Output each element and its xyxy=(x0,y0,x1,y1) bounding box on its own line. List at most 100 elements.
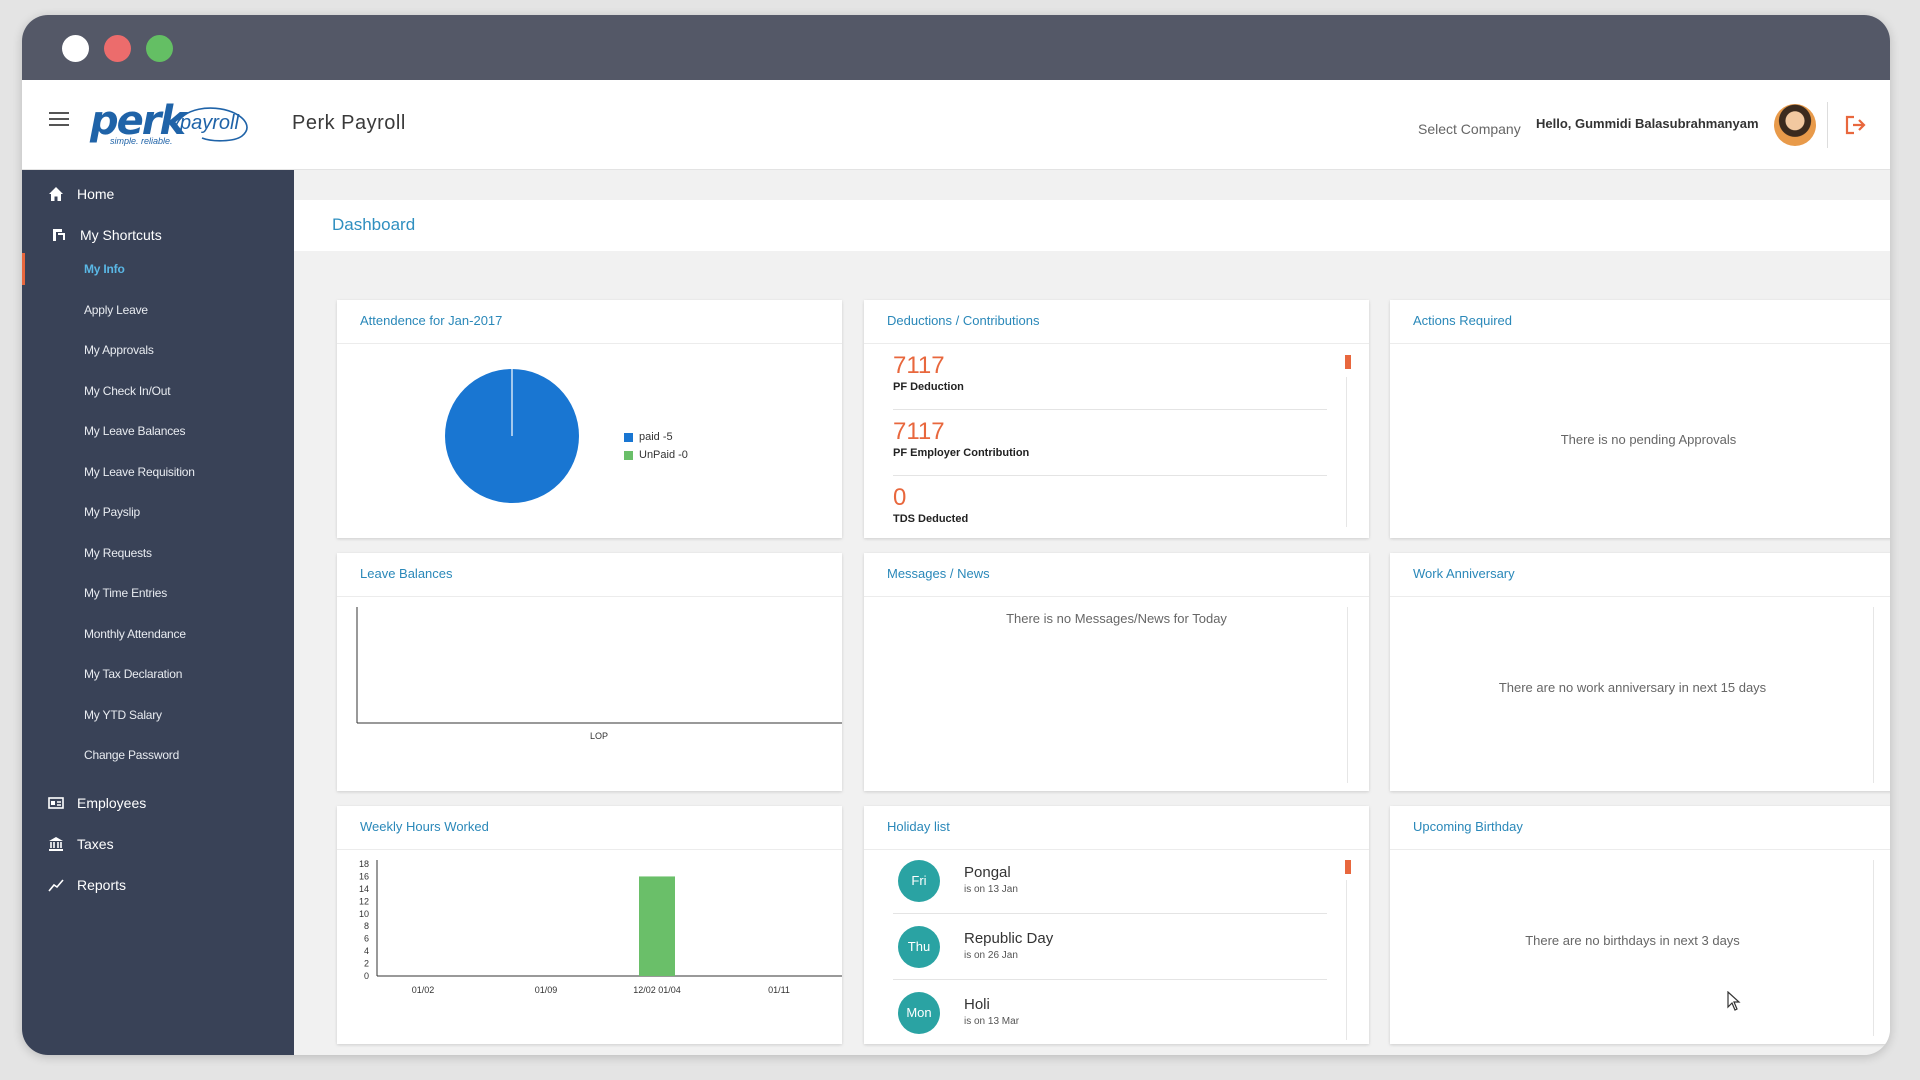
card-divider xyxy=(1390,849,1890,850)
empty-message: There are no birthdays in next 3 days xyxy=(1525,933,1740,948)
holiday-date: is on 13 Jan xyxy=(964,884,1018,895)
holiday-item[interactable]: Mon Holi is on 13 Mar xyxy=(898,992,1318,1036)
sidebar-subitem-label: Change Password xyxy=(84,748,180,762)
sidebar-item-label: Home xyxy=(77,186,115,202)
card-title: Actions Required xyxy=(1413,313,1512,328)
line-chart-icon xyxy=(48,879,64,892)
app-header: perk payroll simple. reliable. Perk Payr… xyxy=(22,80,1890,170)
sidebar-subitem-my-requests[interactable]: My Requests xyxy=(22,542,294,564)
holiday-name: Pongal xyxy=(964,864,1011,881)
card-divider xyxy=(1390,596,1890,597)
scrollbar-thumb[interactable] xyxy=(1345,860,1351,874)
legend-label: UnPaid -0 xyxy=(639,449,688,461)
sidebar-item-my-shortcuts[interactable]: My Shortcuts xyxy=(22,223,294,247)
logo-text: perk xyxy=(90,98,186,144)
hamburger-menu-icon[interactable] xyxy=(49,112,69,128)
logo-tagline: simple. reliable. xyxy=(110,136,173,146)
holiday-item[interactable]: Fri Pongal is on 13 Jan xyxy=(898,860,1318,904)
sidebar-subitem-my-time-entries[interactable]: My Time Entries xyxy=(22,582,294,604)
active-indicator xyxy=(22,253,25,285)
sidebar-subitem-label: My Tax Declaration xyxy=(84,667,183,681)
sidebar-subitem-my-leave-requisition[interactable]: My Leave Requisition xyxy=(22,461,294,483)
weekly-hours-bar-chart: 0 2 4 6 8 10 12 14 16 18 01/02 01/09 12/02 01/04 01/1… xyxy=(359,859,842,995)
window-minimize-button[interactable] xyxy=(104,35,131,62)
scrollbar-track[interactable] xyxy=(1346,377,1347,527)
sidebar-item-taxes[interactable]: Taxes xyxy=(22,832,294,856)
scrollbar-track[interactable] xyxy=(1346,880,1347,1040)
card-divider xyxy=(864,343,1369,344)
page-title: Dashboard xyxy=(332,215,416,234)
sidebar-subitem-my-info[interactable]: My Info xyxy=(22,253,294,285)
sidebar-subitem-monthly-attendance[interactable]: Monthly Attendance xyxy=(22,623,294,645)
mouse-cursor-icon xyxy=(1727,991,1741,1011)
holiday-day-badge: Fri xyxy=(898,860,940,902)
holiday-list[interactable]: Fri Pongal is on 13 Jan Thu Republic Day… xyxy=(864,850,1369,1044)
page-header: Dashboard xyxy=(294,200,1890,251)
bar-2[interactable] xyxy=(639,876,675,976)
holiday-item[interactable]: Thu Republic Day is on 26 Jan xyxy=(898,926,1318,970)
weekly-hours-chart-body: 0 2 4 6 8 10 12 14 16 18 01/02 01/09 12/02 01/04 01/1… xyxy=(337,850,842,1044)
main-content: Dashboard Attendence for Jan-2017 paid -… xyxy=(294,170,1890,1055)
scrollbar-track[interactable] xyxy=(1873,607,1874,783)
scrollbar-track[interactable] xyxy=(1347,607,1348,783)
leave-balances-card: Leave Balances LOP xyxy=(337,553,842,791)
sidebar-subitem-my-payslip[interactable]: My Payslip xyxy=(22,501,294,523)
sidebar-item-label: Taxes xyxy=(77,836,114,852)
deductions-list[interactable]: 7117 PF Deduction 7117 PF Employer Contr… xyxy=(864,344,1369,538)
y-tick-label: 12 xyxy=(359,896,369,906)
sidebar-subitem-label: My Leave Requisition xyxy=(84,465,195,479)
card-body: There is no Messages/News for Today xyxy=(864,597,1369,791)
user-avatar[interactable] xyxy=(1774,104,1816,146)
sidebar-subitem-my-approvals[interactable]: My Approvals xyxy=(22,339,294,361)
legend-item-paid: paid -5 xyxy=(624,431,673,443)
x-tick-label: 01/11 xyxy=(768,985,790,995)
id-card-icon xyxy=(48,797,64,809)
list-divider xyxy=(893,409,1327,410)
upcoming-birthday-card: Upcoming Birthday There are no birthdays… xyxy=(1390,806,1890,1044)
card-divider xyxy=(337,343,842,344)
attendance-pie-chart xyxy=(445,369,579,503)
card-title: Leave Balances xyxy=(360,566,453,581)
scrollbar-thumb[interactable] xyxy=(1345,355,1351,369)
sidebar-item-reports[interactable]: Reports xyxy=(22,873,294,897)
legend-swatch xyxy=(624,432,633,442)
sidebar-item-home[interactable]: Home xyxy=(22,182,294,206)
sidebar-subitem-my-check-in-out[interactable]: My Check In/Out xyxy=(22,380,294,402)
sidebar-subitem-label: My Time Entries xyxy=(84,586,168,600)
empty-message: There is no pending Approvals xyxy=(1560,432,1737,447)
sidebar-subitem-apply-leave[interactable]: Apply Leave xyxy=(22,299,294,321)
card-title: Upcoming Birthday xyxy=(1413,819,1523,834)
holiday-day-badge: Thu xyxy=(898,926,940,968)
holiday-name: Republic Day xyxy=(964,930,1054,947)
sidebar-subitem-my-tax-declaration[interactable]: My Tax Declaration xyxy=(22,663,294,685)
sidebar-subitem-my-leave-balances[interactable]: My Leave Balances xyxy=(22,420,294,442)
sidebar-subitem-label: My YTD Salary xyxy=(84,708,162,722)
user-greeting: Hello, Gummidi Balasubrahmanyam xyxy=(1536,116,1759,131)
deduction-value: 0 xyxy=(893,484,907,511)
select-company-dropdown[interactable]: Select Company xyxy=(1418,121,1521,137)
sidebar-item-label: Employees xyxy=(77,795,147,811)
sidebar-subitem-label: My Approvals xyxy=(84,343,154,357)
sidebar-item-employees[interactable]: Employees xyxy=(22,791,294,815)
window-close-button[interactable] xyxy=(62,35,89,62)
logout-icon[interactable] xyxy=(1845,115,1867,135)
x-tick-label: 01/02 xyxy=(412,985,435,995)
holiday-date: is on 13 Mar xyxy=(964,1016,1020,1027)
holiday-list-card: Holiday list Fri Pongal is on 13 Jan Thu… xyxy=(864,806,1369,1044)
y-tick-label: 10 xyxy=(359,909,369,919)
sidebar-item-label: Reports xyxy=(77,877,127,893)
sidebar-subitem-change-password[interactable]: Change Password xyxy=(22,744,294,766)
scrollbar-track[interactable] xyxy=(1873,860,1874,1036)
card-divider xyxy=(1390,343,1890,344)
y-tick-label: 0 xyxy=(364,971,369,981)
bank-icon xyxy=(49,837,63,851)
sidebar-subitem-my-ytd-salary[interactable]: My YTD Salary xyxy=(22,704,294,726)
perk-payroll-logo[interactable]: perk payroll simple. reliable. xyxy=(90,98,250,150)
legend-label: paid -5 xyxy=(639,431,673,443)
card-title: Deductions / Contributions xyxy=(887,313,1040,328)
deduction-label: PF Deduction xyxy=(893,381,964,393)
app-window: perk payroll simple. reliable. Perk Payr… xyxy=(22,15,1890,1055)
window-maximize-button[interactable] xyxy=(146,35,173,62)
card-title: Attendence for Jan-2017 xyxy=(360,313,503,328)
holiday-day-badge: Mon xyxy=(898,992,940,1034)
